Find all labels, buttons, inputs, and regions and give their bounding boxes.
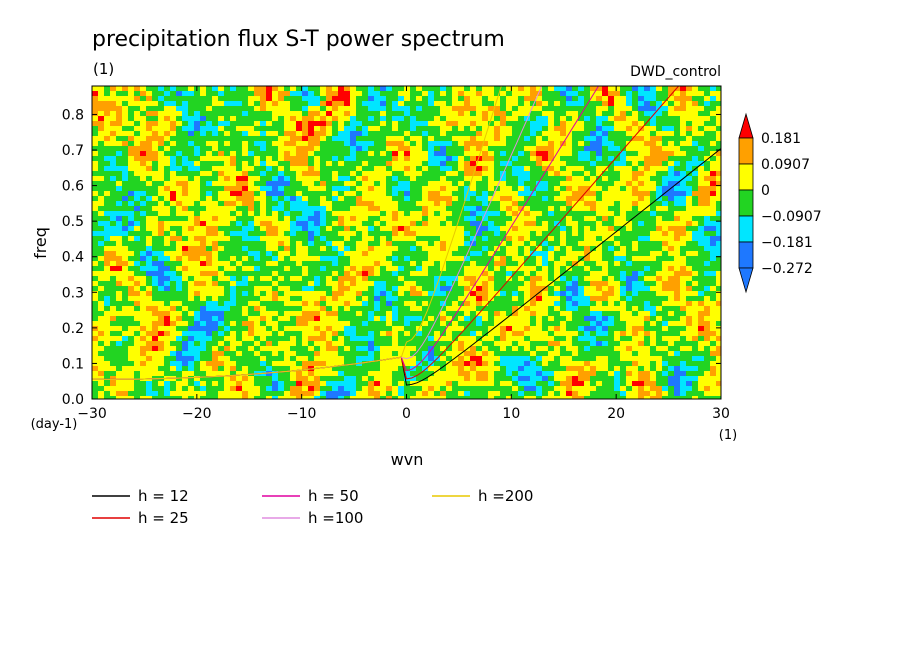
colorbar-label: −0.181	[761, 235, 813, 251]
legend-label: h =200	[478, 487, 533, 505]
y-tick-label: 0.6	[62, 179, 84, 195]
y-axis-unit: (day-1)	[31, 417, 78, 432]
x-tick-label: 0	[402, 406, 411, 422]
y-tick-label: 0.5	[62, 214, 84, 230]
y-tick-label: 0.1	[62, 356, 84, 372]
colorbar-min-arrow	[739, 268, 753, 292]
colorbar-label: −0.0907	[761, 209, 822, 225]
x-axis-unit: (1)	[719, 428, 737, 443]
y-tick-label: 0.4	[62, 250, 84, 266]
y-tick-label: 0.2	[62, 321, 84, 337]
legend-label: h = 25	[138, 509, 189, 527]
colorbar-label: 0.0907	[761, 157, 810, 173]
legend-label: h =100	[308, 509, 363, 527]
colorbar-band	[739, 242, 753, 268]
colorbar-label: −0.272	[761, 261, 813, 277]
x-tick-label: −20	[182, 406, 212, 422]
y-tick-label: 0.7	[62, 143, 84, 159]
colorbar-band	[739, 190, 753, 216]
chart-subtitle: (1)	[93, 60, 114, 78]
x-tick-label: 20	[607, 406, 625, 422]
heatmap-field	[92, 86, 723, 402]
colorbar-max-arrow	[739, 114, 753, 138]
colorbar: 0.181 0.0907 0 −0.0907 −0.181 −0.272	[739, 114, 822, 292]
legend-label: h = 50	[308, 487, 359, 505]
colorbar-label: 0	[761, 183, 770, 199]
y-tick-label: 0.0	[62, 392, 84, 408]
legend-label: h = 12	[138, 487, 189, 505]
x-tick-label: 30	[712, 406, 730, 422]
x-tick-label: −10	[287, 406, 317, 422]
colorbar-band	[739, 164, 753, 190]
chart-title: precipitation flux S-T power spectrum	[92, 27, 505, 52]
dataset-label: DWD_control	[630, 64, 721, 80]
colorbar-band	[739, 216, 753, 242]
colorbar-label: 0.181	[761, 131, 801, 147]
y-axis-label: freq	[31, 227, 50, 259]
y-tick-label: 0.8	[62, 107, 84, 123]
colorbar-band	[739, 138, 753, 164]
x-tick-label: 10	[502, 406, 520, 422]
legend: h = 12 h = 25 h = 50 h =100 h =200	[92, 487, 533, 527]
y-tick-label: 0.3	[62, 285, 84, 301]
x-tick-label: −30	[77, 406, 107, 422]
x-axis-label: wvn	[391, 450, 424, 469]
